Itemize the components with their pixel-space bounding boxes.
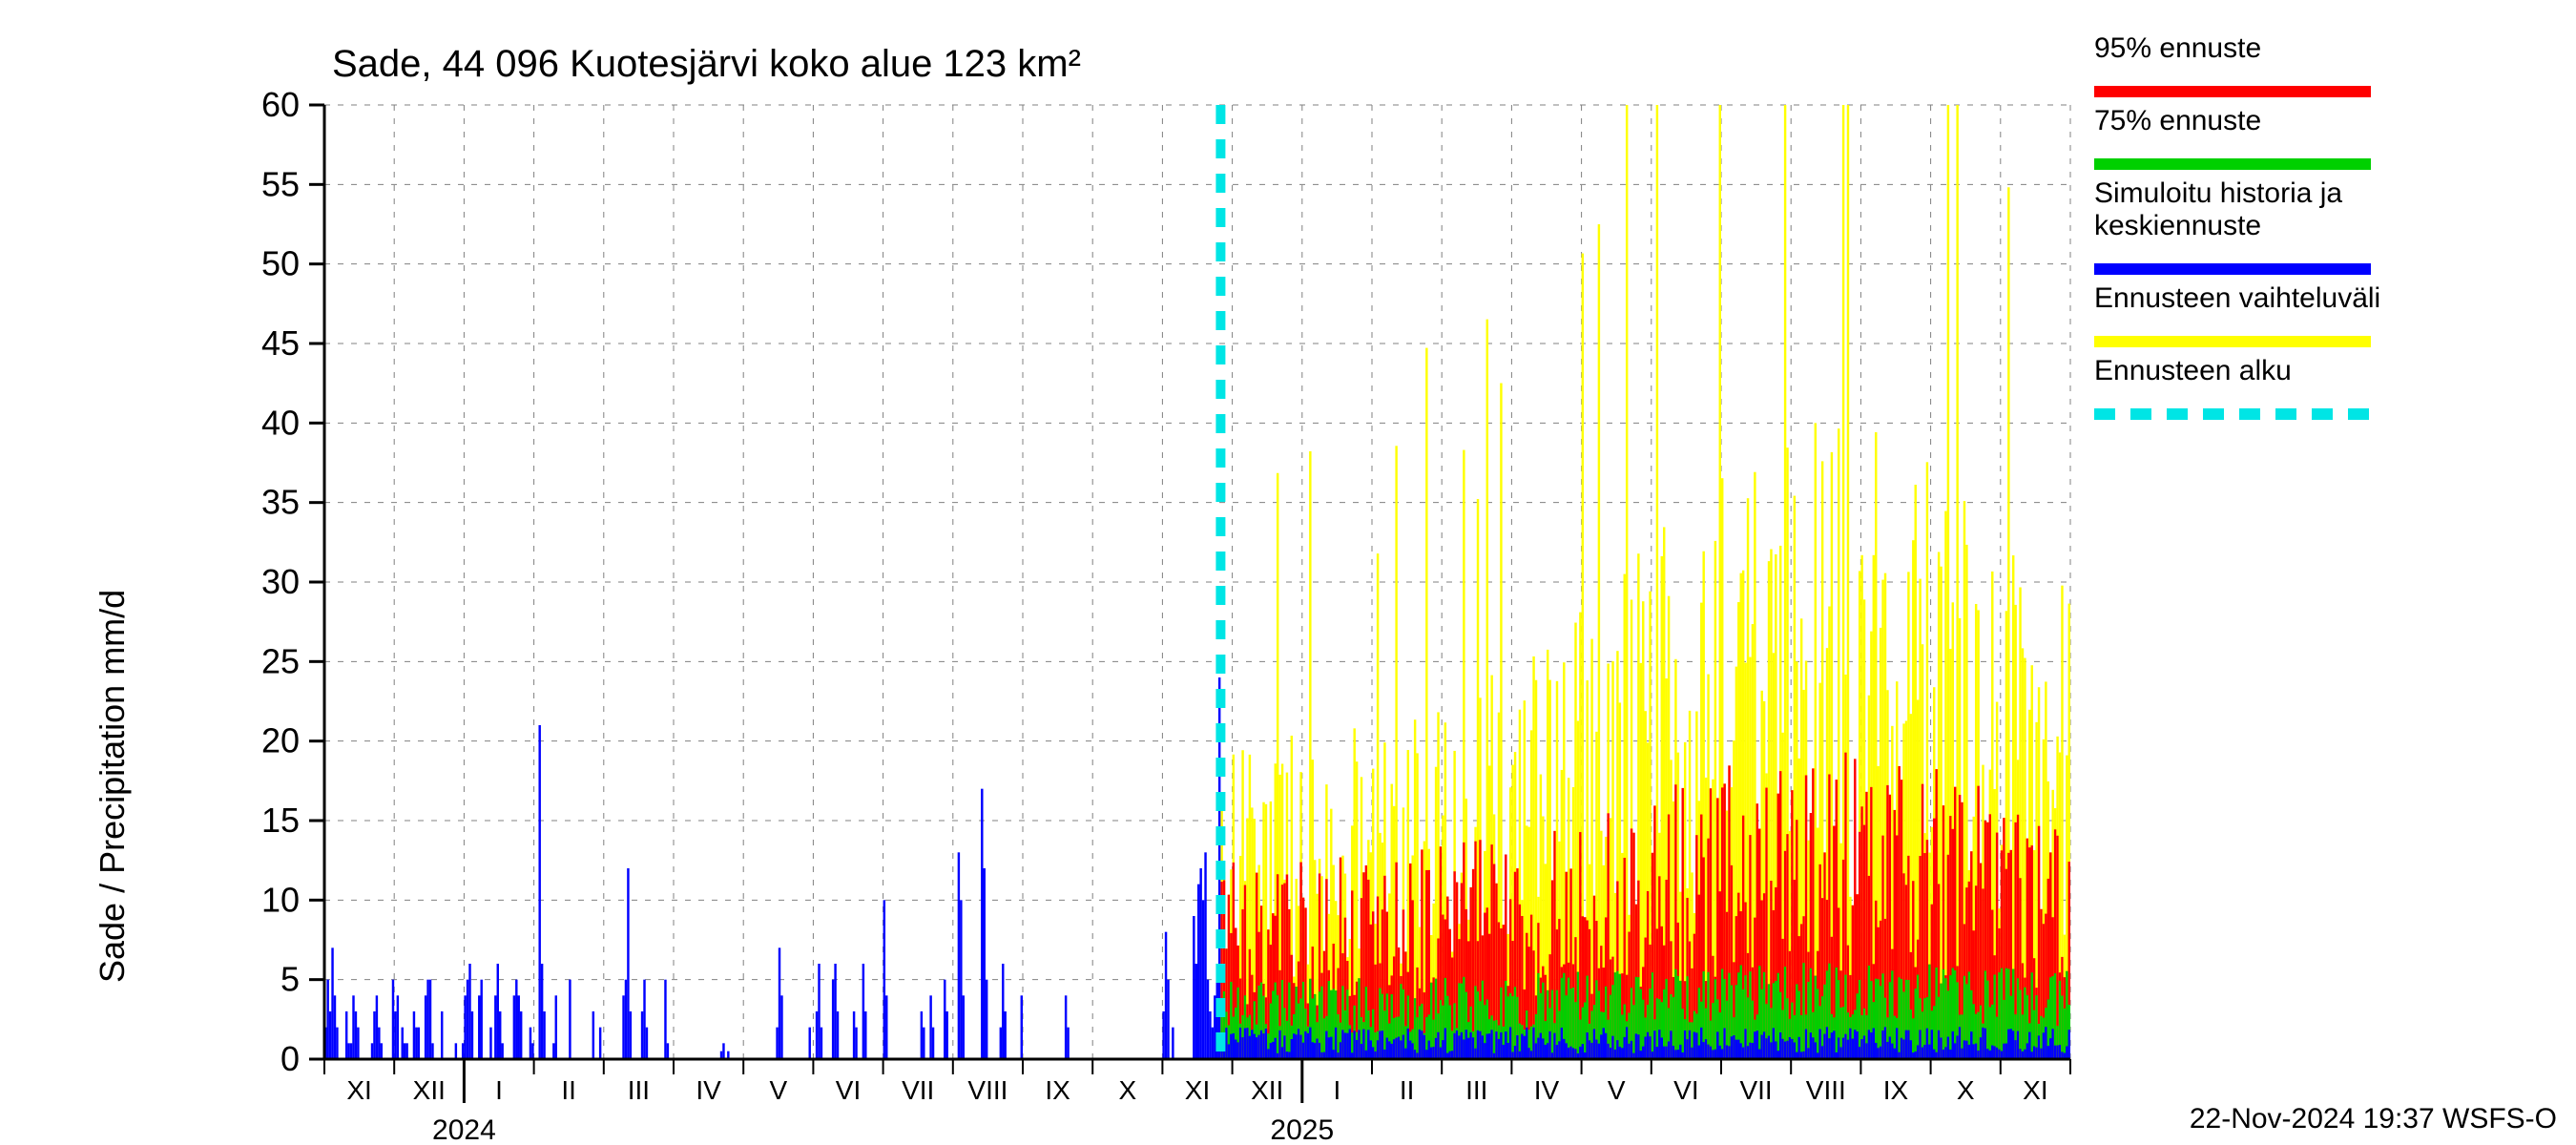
svg-text:II: II (1400, 1075, 1415, 1105)
svg-text:Ennusteen alku: Ennusteen alku (2094, 355, 2292, 386)
svg-text:I: I (495, 1075, 503, 1105)
svg-text:VII: VII (902, 1075, 934, 1105)
svg-text:IX: IX (1883, 1075, 1909, 1105)
svg-text:IX: IX (1045, 1075, 1070, 1105)
svg-text:VIII: VIII (1806, 1075, 1846, 1105)
svg-text:I: I (1334, 1075, 1341, 1105)
svg-text:Ennusteen vaihteluväli: Ennusteen vaihteluväli (2094, 282, 2380, 314)
svg-text:20: 20 (261, 721, 300, 760)
svg-text:55: 55 (261, 164, 300, 203)
svg-text:15: 15 (261, 801, 300, 840)
svg-text:50: 50 (261, 244, 300, 283)
svg-text:35: 35 (261, 483, 300, 522)
svg-text:25: 25 (261, 641, 300, 680)
svg-text:95% ennuste: 95% ennuste (2094, 32, 2261, 64)
svg-text:VI: VI (836, 1075, 861, 1105)
svg-text:VII: VII (1739, 1075, 1772, 1105)
svg-text:2024: 2024 (432, 1114, 496, 1145)
svg-text:X: X (1118, 1075, 1136, 1105)
svg-text:XI: XI (2023, 1075, 2047, 1105)
svg-text:IV: IV (1534, 1075, 1560, 1105)
svg-text:XI: XI (1185, 1075, 1210, 1105)
svg-text:X: X (1957, 1075, 1975, 1105)
svg-text:10: 10 (261, 880, 300, 919)
svg-text:XII: XII (1251, 1075, 1283, 1105)
chart-svg: 051015202530354045505560XIXIIIIIIIIIVVVI… (0, 0, 2576, 1145)
svg-text:5: 5 (280, 960, 300, 999)
y-axis-label: Sade / Precipitation mm/d (93, 590, 132, 983)
svg-text:45: 45 (261, 323, 300, 363)
svg-text:XII: XII (413, 1075, 446, 1105)
svg-text:V: V (1608, 1075, 1626, 1105)
svg-text:XI: XI (346, 1075, 371, 1105)
svg-text:75% ennuste: 75% ennuste (2094, 105, 2261, 136)
svg-text:0: 0 (280, 1039, 300, 1078)
chart-title: Sade, 44 096 Kuotesjärvi koko alue 123 k… (332, 43, 1081, 85)
svg-text:V: V (769, 1075, 787, 1105)
svg-text:VIII: VIII (967, 1075, 1008, 1105)
svg-text:III: III (1465, 1075, 1487, 1105)
svg-text:30: 30 (261, 562, 300, 601)
svg-text:IV: IV (696, 1075, 721, 1105)
svg-text:40: 40 (261, 403, 300, 442)
svg-text:keskiennuste: keskiennuste (2094, 210, 2261, 241)
svg-text:II: II (561, 1075, 576, 1105)
svg-text:Simuloitu historia ja: Simuloitu historia ja (2094, 177, 2342, 209)
footer-text: 22-Nov-2024 19:37 WSFS-O (2190, 1103, 2557, 1135)
svg-text:VI: VI (1673, 1075, 1698, 1105)
svg-text:60: 60 (261, 85, 300, 124)
chart-root: 051015202530354045505560XIXIIIIIIIIIVVVI… (0, 0, 2576, 1145)
svg-text:2025: 2025 (1270, 1114, 1334, 1145)
svg-text:III: III (628, 1075, 650, 1105)
